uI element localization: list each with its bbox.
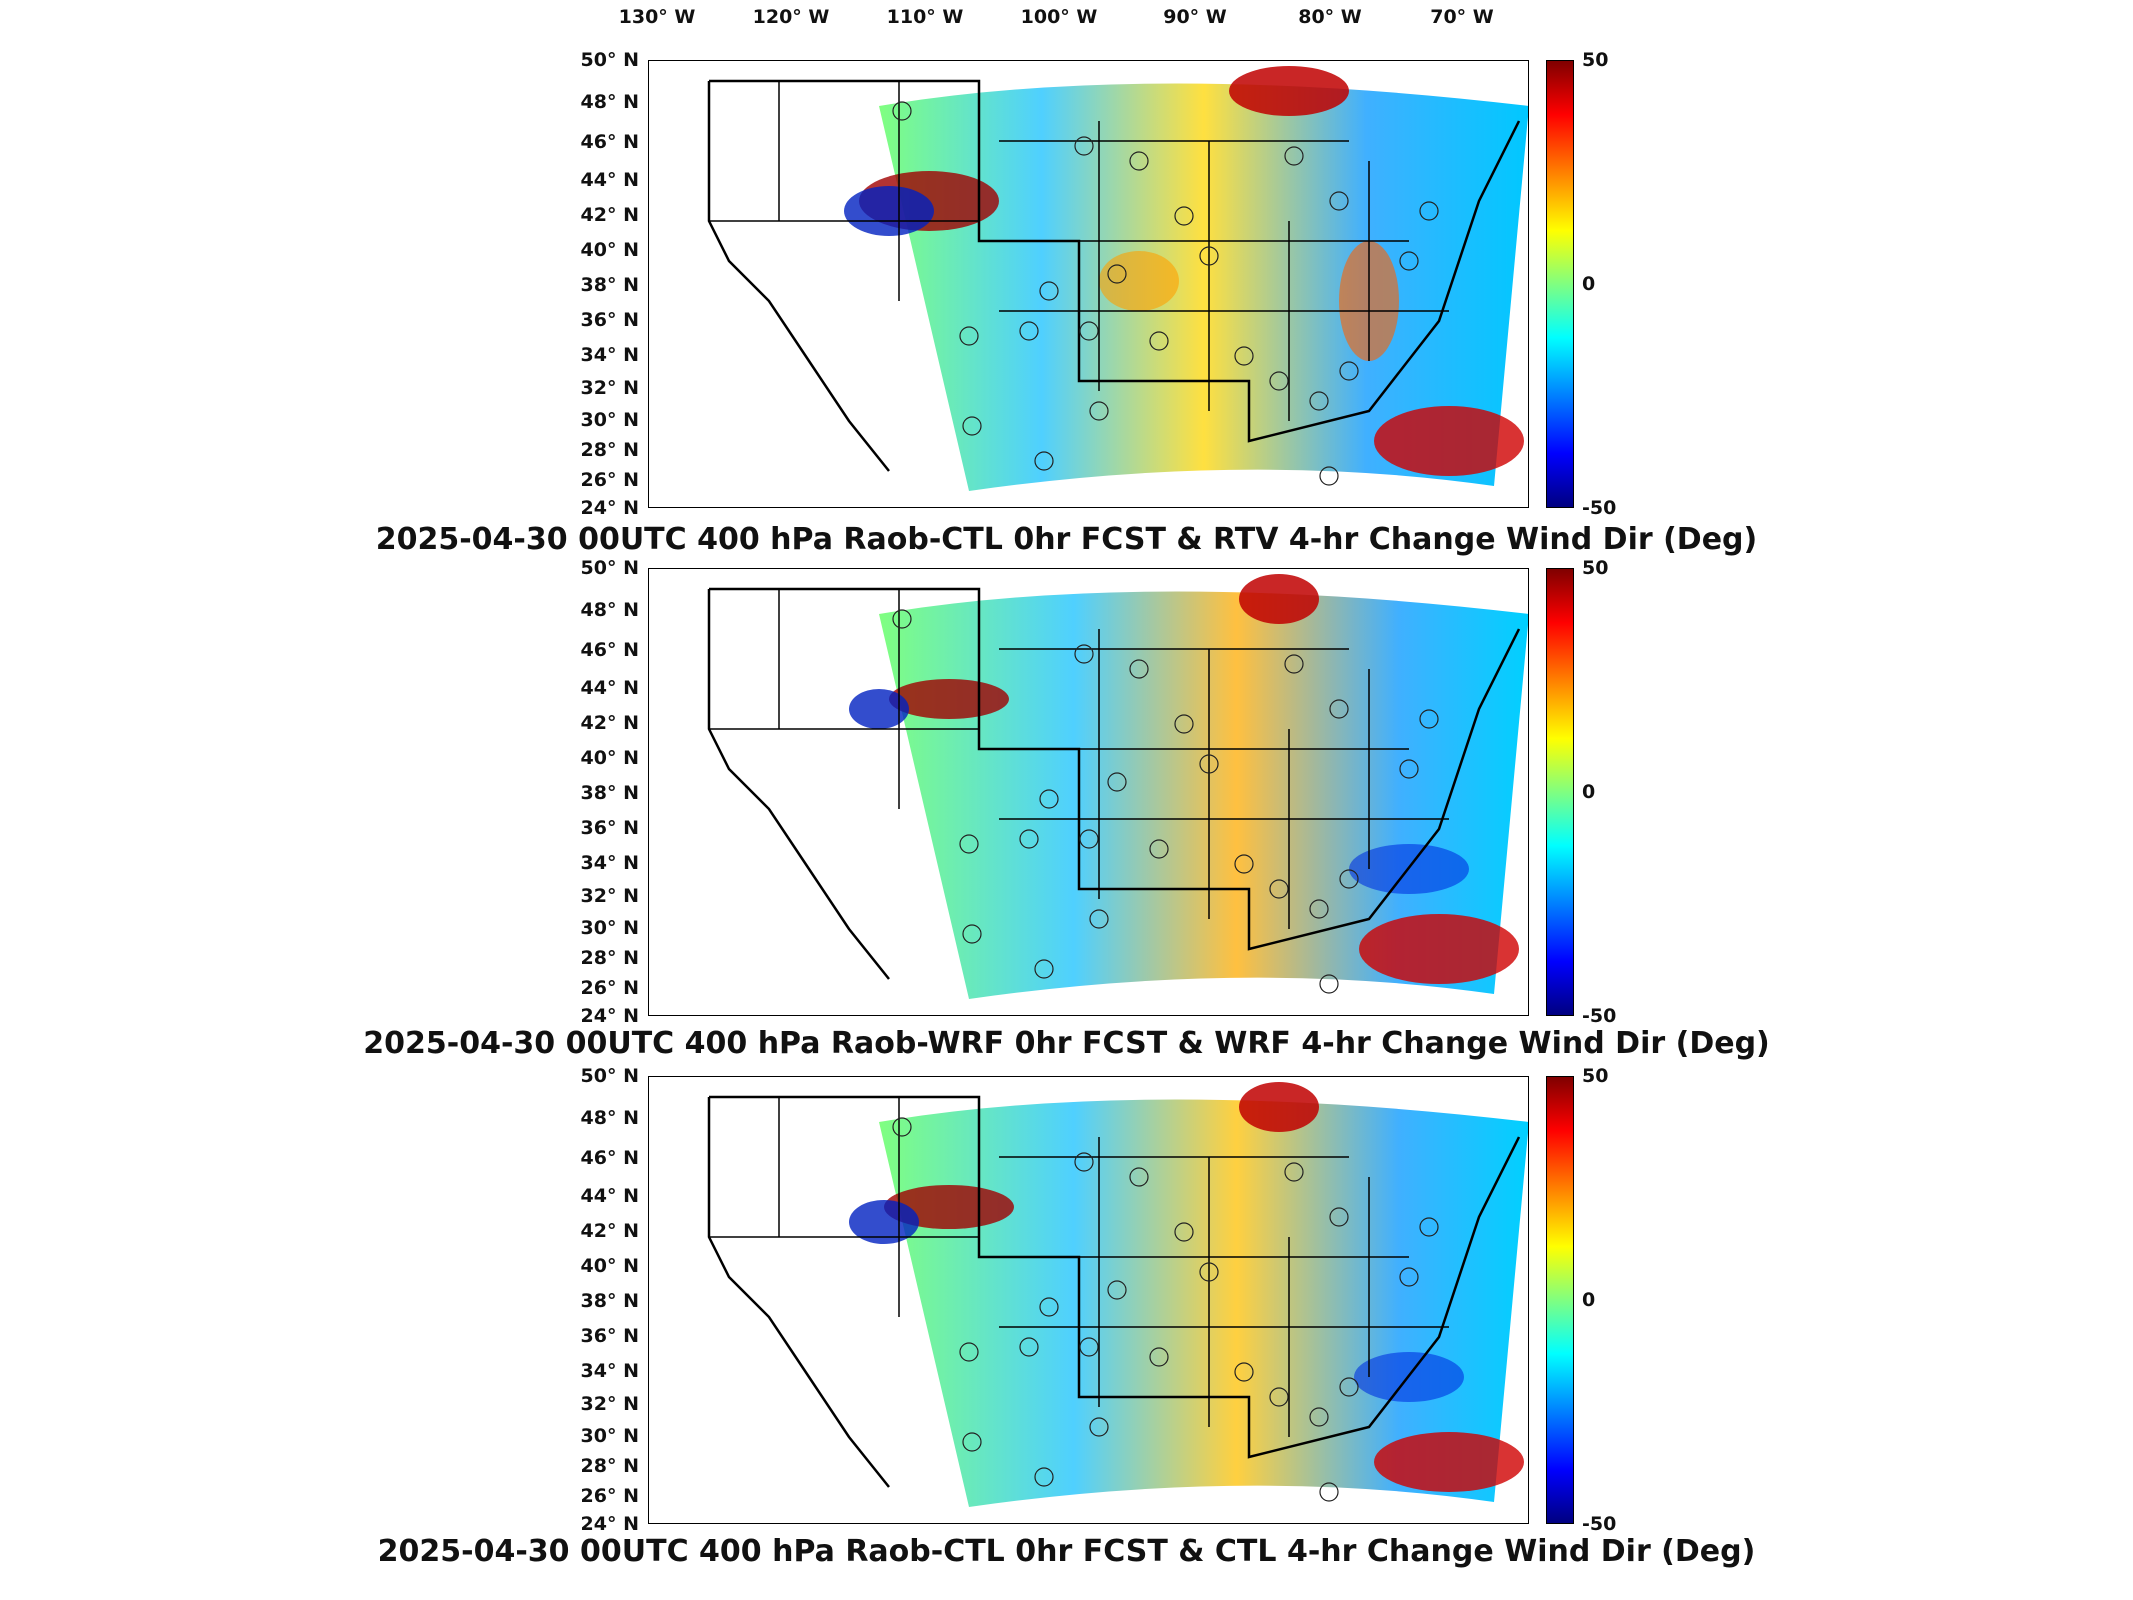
- lat-label: 48° N: [580, 91, 639, 113]
- colorbar-min-label: -50: [1582, 497, 1617, 519]
- coastline: [709, 79, 1521, 443]
- lat-label: 50° N: [580, 557, 639, 579]
- lat-label: 30° N: [580, 409, 639, 431]
- coastline: [709, 1095, 1521, 1459]
- lat-label: 26° N: [580, 1485, 639, 1507]
- lat-label: 40° N: [580, 239, 639, 261]
- lat-label: 48° N: [580, 599, 639, 621]
- colorbar: [1546, 1076, 1574, 1524]
- state-borders: [709, 589, 1449, 929]
- colorbar-min-label: -50: [1582, 1513, 1617, 1535]
- field-blob: [1239, 1082, 1319, 1132]
- colorbar-max-label: 50: [1582, 557, 1609, 579]
- lat-label: 38° N: [580, 782, 639, 804]
- lat-label: 28° N: [580, 947, 639, 969]
- raob-site-markers: [892, 1117, 1439, 1502]
- west-coast: [707, 81, 890, 472]
- lat-label: 42° N: [580, 712, 639, 734]
- lat-label: 40° N: [580, 747, 639, 769]
- map-frame: [648, 568, 1529, 1016]
- lat-label: 34° N: [580, 852, 639, 874]
- lat-label: 46° N: [580, 1147, 639, 1169]
- west-coast: [707, 589, 890, 980]
- panel-title: 2025-04-30 00UTC 400 hPa Raob-CTL 0hr FC…: [375, 522, 1758, 557]
- colorbar-max-label: 50: [1582, 1065, 1609, 1087]
- colorbar: [1546, 60, 1574, 508]
- lat-label: 46° N: [580, 639, 639, 661]
- colorbar-mid-label: 0: [1582, 273, 1596, 295]
- lat-label: 36° N: [580, 1325, 639, 1347]
- lon-label: 70° W: [1430, 6, 1494, 28]
- lat-label: 48° N: [580, 1107, 639, 1129]
- lat-label: 38° N: [580, 1290, 639, 1312]
- field-blob: [1374, 1432, 1524, 1492]
- lat-label: 50° N: [580, 1065, 639, 1087]
- state-borders: [709, 1097, 1449, 1437]
- lat-label: 38° N: [580, 274, 639, 296]
- west-coast: [707, 1097, 890, 1488]
- field-blob: [1229, 66, 1349, 116]
- field-blob: [1239, 574, 1319, 624]
- field-blob: [849, 1200, 919, 1244]
- lat-label: 36° N: [580, 817, 639, 839]
- lat-label: 44° N: [580, 677, 639, 699]
- model-domain-field: [879, 591, 1528, 999]
- lat-label: 24° N: [580, 497, 639, 519]
- field-blob: [849, 689, 909, 729]
- colorbar-min-label: -50: [1582, 1005, 1617, 1027]
- model-domain-field: [879, 1099, 1528, 1507]
- field-blob: [844, 186, 934, 236]
- lat-label: 30° N: [580, 917, 639, 939]
- wind-direction-map: [707, 1082, 1528, 1507]
- field-blob: [1099, 251, 1179, 311]
- lat-label: 34° N: [580, 344, 639, 366]
- colorbar-mid-label: 0: [1582, 781, 1596, 803]
- map-panel-wrf: 50° N 48° N 46° N 44° N 42° N 40° N 38° …: [0, 557, 2133, 1078]
- lat-label: 46° N: [580, 131, 639, 153]
- lat-label: 40° N: [580, 1255, 639, 1277]
- wind-direction-map: [707, 66, 1528, 491]
- lat-label: 42° N: [580, 204, 639, 226]
- colorbar-max-label: 50: [1582, 49, 1609, 71]
- lat-label: 26° N: [580, 469, 639, 491]
- field-blob: [1374, 406, 1524, 476]
- lat-label: 32° N: [580, 885, 639, 907]
- lat-label: 28° N: [580, 439, 639, 461]
- lat-label: 44° N: [580, 1185, 639, 1207]
- lat-label: 28° N: [580, 1455, 639, 1477]
- colorbar-mid-label: 0: [1582, 1289, 1596, 1311]
- lat-label: 26° N: [580, 977, 639, 999]
- lon-label: 90° W: [1163, 6, 1227, 28]
- map-frame: [648, 60, 1529, 508]
- lon-label: 130° W: [618, 6, 696, 28]
- coastline: [709, 587, 1521, 951]
- map-panel-ctl: 50° N 48° N 46° N 44° N 42° N 40° N 38° …: [0, 1065, 2133, 1586]
- state-borders: [709, 81, 1449, 421]
- lat-label: 44° N: [580, 169, 639, 191]
- raob-site-markers: [892, 609, 1439, 994]
- field-blob: [1359, 914, 1519, 984]
- lat-label: 36° N: [580, 309, 639, 331]
- panel-title: 2025-04-30 00UTC 400 hPa Raob-CTL 0hr FC…: [377, 1534, 1756, 1569]
- lat-label: 50° N: [580, 49, 639, 71]
- lat-label: 32° N: [580, 377, 639, 399]
- lat-label: 42° N: [580, 1220, 639, 1242]
- lon-label: 100° W: [1020, 6, 1098, 28]
- lon-label: 120° W: [752, 6, 830, 28]
- longitude-axis: 130° W 120° W 110° W 100° W 90° W 80° W …: [0, 6, 2133, 36]
- lat-label: 24° N: [580, 1005, 639, 1027]
- lon-label: 80° W: [1298, 6, 1362, 28]
- model-domain-field: [879, 83, 1528, 491]
- lat-label: 32° N: [580, 1393, 639, 1415]
- map-frame: [648, 1076, 1529, 1524]
- lon-label: 110° W: [886, 6, 964, 28]
- lat-label: 34° N: [580, 1360, 639, 1382]
- raob-site-markers: [892, 101, 1439, 486]
- wind-direction-map: [707, 574, 1528, 999]
- map-panel-rtv: 50° N 48° N 46° N 44° N 42° N 40° N 38° …: [0, 49, 2133, 570]
- lat-label: 24° N: [580, 1513, 639, 1535]
- colorbar: [1546, 568, 1574, 1016]
- lat-label: 30° N: [580, 1425, 639, 1447]
- panel-title: 2025-04-30 00UTC 400 hPa Raob-WRF 0hr FC…: [363, 1026, 1770, 1061]
